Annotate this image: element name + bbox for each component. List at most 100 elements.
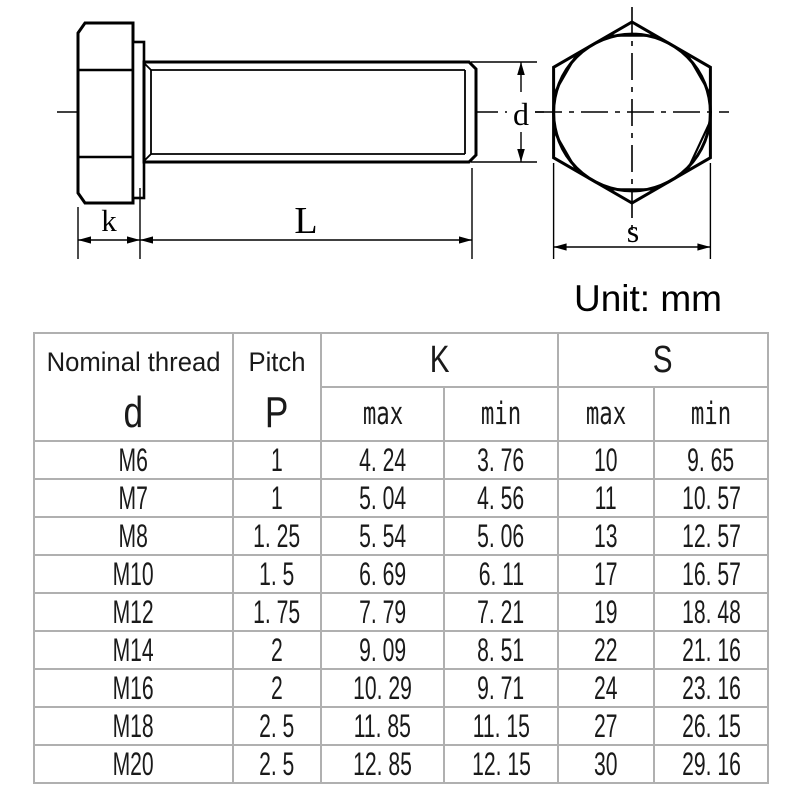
cell-s-max: 17 (557, 554, 656, 594)
table-row-m8: M8 1. 25 5. 54 5. 06 13 12. 57 (33, 516, 770, 556)
cell-s-max: 19 (557, 592, 656, 632)
cell-s-min: 21. 16 (653, 630, 770, 670)
cell-s-min: 26. 15 (653, 706, 770, 746)
header-nominal-thread: Nominal thread d (33, 332, 234, 442)
header-group-k: K (319, 332, 560, 388)
cell-k-min: 12. 15 (442, 744, 560, 784)
table-row-m14: M14 2 9. 09 8. 51 22 21. 16 (33, 630, 770, 670)
header-row-groups: Nominal thread d Pitch P K S (33, 332, 770, 442)
cell-s-max: 30 (557, 744, 656, 784)
cell-k-max: 4. 24 (320, 440, 445, 480)
cell-thread: M6 (33, 440, 234, 480)
cell-k-min: 9. 71 (442, 668, 560, 708)
cell-pitch: 1. 75 (232, 592, 322, 632)
dimension-k-l: k L (77, 168, 473, 259)
s-arrow-right (697, 243, 711, 251)
dimension-s: s (552, 163, 712, 259)
cell-s-max: 11 (557, 478, 656, 518)
table-row-m10: M10 1. 5 6. 69 6. 11 17 16. 57 (33, 554, 770, 594)
cell-k-min: 4. 56 (442, 478, 560, 518)
cell-pitch: 1. 5 (232, 554, 322, 594)
bolt-end-view (535, 7, 729, 231)
spec-table: Nominal thread d Pitch P K S (33, 332, 770, 784)
l-arrow-left (140, 236, 153, 244)
cell-k-min: 6. 11 (442, 554, 560, 594)
cell-thread: M14 (33, 630, 234, 670)
header-s-max-label: max (585, 395, 627, 432)
table-row-m7: M7 1 5. 04 4. 56 11 10. 57 (33, 478, 770, 518)
cell-s-min: 29. 16 (653, 744, 770, 784)
d-arrow-top (517, 62, 525, 75)
bolt-side-view (57, 21, 546, 205)
header-nominal-thread-title: Nominal thread (46, 346, 221, 377)
header-nominal-thread-symbol: d (123, 388, 144, 437)
header-k-min-label: min (480, 395, 522, 432)
cell-k-min: 5. 06 (442, 516, 560, 556)
cell-k-min: 11. 15 (442, 706, 560, 746)
table-row-m16: M16 2 10. 29 9. 71 24 23. 16 (33, 668, 770, 708)
header-pitch-title: Pitch (248, 346, 306, 377)
cell-k-max: 7. 79 (320, 592, 445, 632)
cell-pitch: 1 (232, 478, 322, 518)
cell-s-min: 23. 16 (653, 668, 770, 708)
cell-thread: M12 (33, 592, 234, 632)
k-arrow-left (78, 236, 91, 244)
cell-s-min: 12. 57 (653, 516, 770, 556)
cell-k-min: 3. 76 (442, 440, 560, 480)
bolt-technical-drawing: d k L (57, 7, 729, 259)
cell-s-max: 27 (557, 706, 656, 746)
cell-k-max: 10. 29 (320, 668, 445, 708)
l-arrow-right (459, 236, 472, 244)
header-row-subcolumns: max min max min (34, 386, 770, 442)
header-k-min: min (442, 386, 560, 442)
table-row-m20: M20 2. 5 12. 85 12. 15 30 29. 16 (33, 744, 770, 784)
cell-thread: M10 (33, 554, 234, 594)
header-s-min: min (653, 386, 770, 442)
cell-s-min: 16. 57 (653, 554, 770, 594)
cell-s-min: 10. 57 (653, 478, 770, 518)
cell-thread: M8 (33, 516, 234, 556)
cell-pitch: 2 (232, 630, 322, 670)
thread-start-chamfer-top (143, 62, 152, 71)
cell-k-max: 5. 54 (320, 516, 445, 556)
cell-s-max: 22 (557, 630, 656, 670)
spec-table-container: Nominal thread d Pitch P K S (33, 332, 770, 784)
cell-thread: M18 (33, 706, 234, 746)
hexagon-outline (552, 20, 712, 205)
header-group-k-label: K (429, 339, 450, 381)
cell-k-max: 9. 09 (320, 630, 445, 670)
cell-k-max: 11. 85 (320, 706, 445, 746)
cell-k-min: 7. 21 (442, 592, 560, 632)
corner-chamfer-lines (552, 34, 712, 191)
header-pitch: Pitch P (232, 332, 322, 442)
header-k-max-label: max (362, 395, 403, 432)
cell-s-max: 13 (557, 516, 656, 556)
cell-pitch: 2. 5 (232, 744, 322, 784)
cell-thread: M16 (33, 668, 234, 708)
cell-k-max: 12. 85 (320, 744, 445, 784)
header-group-s: S (557, 332, 770, 388)
d-label-backing (507, 92, 535, 132)
d-arrow-bottom (517, 149, 525, 162)
header-pitch-symbol: P (265, 388, 289, 437)
table-row-m18: M18 2. 5 11. 85 11. 15 27 26. 15 (33, 706, 770, 746)
cell-s-min: 18. 48 (653, 592, 770, 632)
inscribed-circle (552, 32, 712, 193)
s-dimension-label: s (627, 213, 639, 249)
washer-face (131, 40, 146, 200)
cell-pitch: 1. 25 (232, 516, 322, 556)
cell-thread: M20 (33, 744, 234, 784)
cell-s-max: 24 (557, 668, 656, 708)
bolt-shank-outline (142, 60, 478, 164)
cell-pitch: 2. 5 (232, 706, 322, 746)
cell-s-max: 10 (557, 440, 656, 480)
header-s-min-label: min (690, 395, 732, 432)
cell-k-max: 5. 04 (320, 478, 445, 518)
cell-pitch: 1 (232, 440, 322, 480)
hex-head-outline (76, 21, 135, 205)
cell-thread: M7 (33, 478, 234, 518)
table-row-m12: M12 1. 75 7. 79 7. 21 19 18. 48 (33, 592, 770, 632)
d-dimension-label: d (513, 96, 529, 132)
cell-k-min: 8. 51 (442, 630, 560, 670)
